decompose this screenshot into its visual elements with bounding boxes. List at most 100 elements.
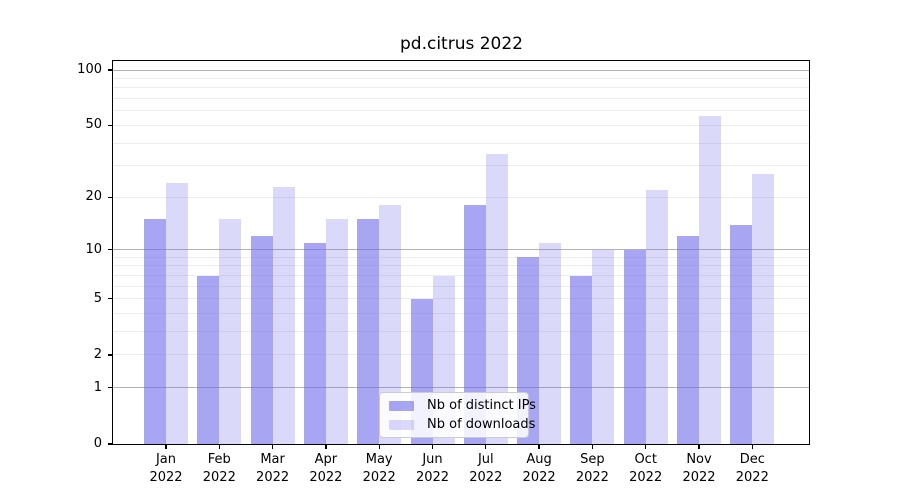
y-tick-label: 5 [93, 290, 102, 306]
major-gridline [113, 387, 809, 389]
x-tick-year: 2022 [256, 470, 290, 485]
x-tick-month: Jul [477, 452, 494, 467]
x-tick-year: 2022 [522, 470, 556, 485]
y-tick-mark [107, 196, 113, 198]
x-tick-label: Sep 2022 [562, 451, 622, 487]
minor-gridline [113, 265, 809, 267]
x-tick-year: 2022 [735, 470, 769, 485]
bar-distinct-ips [463, 205, 486, 444]
x-tick-label: Apr 2022 [296, 451, 356, 487]
x-tick-month: Jan [155, 452, 177, 467]
bar-downloads [699, 116, 721, 444]
x-tick-label: Oct 2022 [616, 451, 676, 487]
plot-area [112, 60, 810, 445]
legend-swatch-downloads [389, 419, 414, 430]
bar-distinct-ips [144, 219, 166, 444]
minor-gridline [113, 275, 809, 277]
bar-downloads [539, 242, 562, 444]
x-tick-mark [431, 444, 434, 449]
y-tick-label: 0 [93, 436, 102, 451]
bar-downloads [166, 183, 188, 444]
legend-row: Nb of downloads [389, 417, 535, 432]
bar-downloads [485, 153, 508, 444]
bar-downloads [752, 174, 775, 444]
y-tick-mark [107, 354, 113, 356]
x-tick-month: Dec [739, 452, 765, 467]
x-tick-month: Sep [580, 452, 605, 467]
x-tick-mark [698, 444, 700, 449]
x-tick-year: 2022 [309, 470, 343, 485]
bar-downloads [219, 219, 242, 444]
legend-box: Nb of distinct IPs Nb of downloads [379, 392, 536, 438]
legend-row: Nb of distinct IPs [389, 398, 536, 413]
y-tick-mark [107, 387, 113, 389]
x-tick-label: Nov 2022 [669, 451, 729, 487]
x-tick-label: Feb 2022 [189, 451, 249, 487]
x-tick-mark [485, 444, 487, 449]
x-tick-year: 2022 [682, 470, 716, 485]
y-tick-mark [107, 124, 113, 127]
bar-distinct-ips [303, 242, 326, 444]
x-tick-mark [751, 444, 753, 449]
bar-distinct-ips [197, 275, 220, 444]
bar-downloads [272, 186, 295, 444]
bar-downloads [379, 205, 402, 444]
x-tick-mark [591, 444, 594, 449]
x-tick-mark [218, 444, 220, 449]
x-tick-year: 2022 [362, 470, 396, 485]
x-tick-year: 2022 [149, 470, 183, 485]
bar-distinct-ips [250, 236, 273, 444]
x-tick-month: Nov [686, 452, 712, 467]
x-tick-year: 2022 [202, 470, 236, 485]
y-tick-label: 20 [85, 189, 102, 205]
y-tick-mark [107, 249, 113, 251]
x-tick-month: Apr [314, 452, 338, 467]
x-tick-year: 2022 [469, 470, 503, 485]
minor-gridline [113, 165, 809, 167]
x-tick-year: 2022 [415, 470, 450, 485]
minor-gridline [113, 110, 809, 112]
x-tick-mark [271, 444, 274, 449]
x-tick-label: Jul 2022 [456, 451, 516, 487]
major-gridline [113, 69, 809, 71]
x-tick-label: Jun 2022 [403, 451, 463, 487]
minor-gridline [113, 298, 809, 300]
bar-distinct-ips [623, 249, 646, 444]
x-tick-month: Feb [207, 452, 231, 467]
x-tick-mark [645, 444, 647, 449]
bar-distinct-ips [357, 219, 380, 444]
chart-title: pd.citrus 2022 [399, 34, 523, 54]
bar-downloads [592, 249, 615, 444]
minor-gridline [113, 285, 809, 287]
y-tick-label: 10 [85, 241, 102, 257]
legend-swatch-distinct-ips [389, 400, 414, 411]
x-tick-month: Mar [260, 452, 285, 467]
legend-label: Nb of downloads [427, 417, 536, 432]
minor-gridline [113, 331, 809, 333]
y-tick-label: 2 [93, 346, 102, 362]
x-tick-mark [538, 444, 540, 449]
minor-gridline [113, 354, 809, 356]
legend-label: Nb of distinct IPs [427, 398, 536, 413]
minor-gridline [113, 256, 809, 258]
bar-downloads [325, 219, 348, 444]
y-tick-mark [107, 69, 113, 71]
minor-gridline [113, 98, 809, 100]
y-tick-mark [107, 443, 113, 445]
x-tick-label: Mar 2022 [243, 451, 303, 487]
x-tick-mark [325, 444, 327, 449]
minor-gridline [113, 196, 809, 198]
y-tick-label: 1 [93, 379, 102, 395]
bar-downloads [645, 189, 668, 444]
y-tick-label: 100 [77, 62, 102, 78]
y-tick-label: 50 [85, 117, 102, 133]
x-tick-month: May [365, 452, 393, 467]
x-tick-year: 2022 [575, 470, 609, 485]
bar-distinct-ips [570, 275, 593, 444]
x-tick-label: May 2022 [349, 451, 409, 487]
x-tick-label: Aug 2022 [509, 451, 569, 487]
x-tick-month: Oct [634, 452, 657, 467]
x-tick-year: 2022 [629, 470, 663, 485]
x-tick-label: Dec 2022 [722, 451, 782, 487]
